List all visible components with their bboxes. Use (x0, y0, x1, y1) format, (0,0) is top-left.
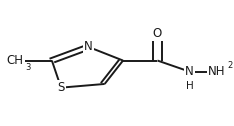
Text: NH: NH (208, 65, 226, 78)
Text: CH: CH (7, 54, 24, 67)
Text: S: S (57, 81, 65, 94)
Text: N: N (84, 40, 93, 53)
Text: 2: 2 (227, 61, 232, 70)
Text: O: O (153, 27, 162, 40)
Text: 3: 3 (25, 63, 30, 72)
Text: N: N (185, 65, 194, 78)
Text: H: H (186, 81, 194, 91)
